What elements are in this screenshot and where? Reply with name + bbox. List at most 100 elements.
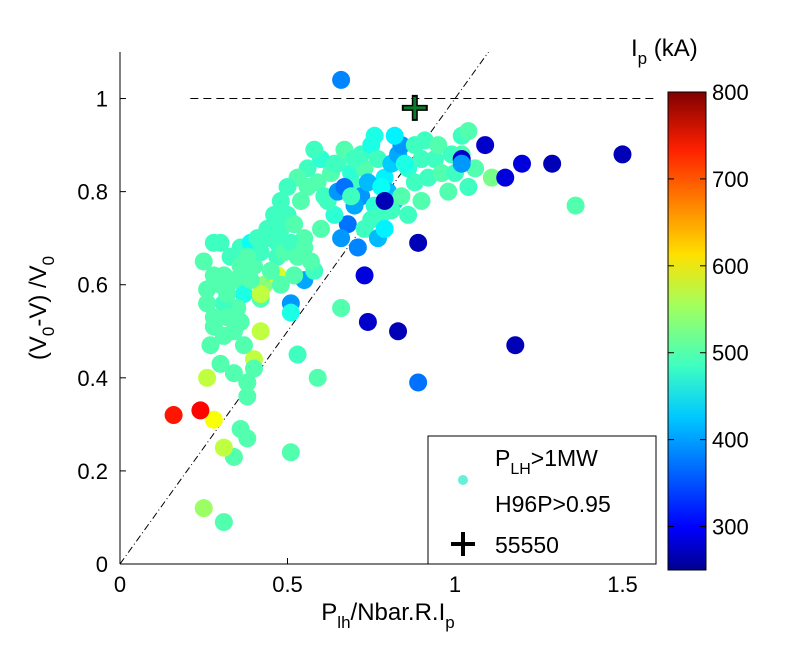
data-point (459, 177, 478, 196)
data-point (513, 154, 531, 173)
highlight-marker-group (401, 94, 428, 121)
data-points (164, 70, 632, 532)
data-point (234, 285, 253, 304)
data-point (409, 233, 428, 252)
colorbar-tick-label: 400 (712, 428, 749, 453)
data-point (425, 150, 444, 169)
colorbar-tick-label: 500 (712, 341, 749, 366)
data-point (399, 205, 418, 224)
data-point (194, 499, 213, 518)
data-point (338, 215, 357, 234)
data-point (409, 373, 428, 392)
data-point (211, 354, 230, 373)
y-tick-label: 0.6 (77, 273, 108, 298)
data-point (265, 205, 284, 224)
data-point (238, 429, 257, 448)
data-point (432, 164, 451, 183)
data-point (291, 191, 310, 210)
data-point (412, 191, 431, 210)
data-point (543, 154, 562, 173)
data-point (385, 126, 404, 145)
data-point (362, 210, 381, 229)
x-tick-label: 1 (449, 572, 461, 597)
data-point (395, 154, 414, 173)
data-point (392, 187, 411, 206)
data-point (301, 252, 320, 271)
colorbar: 300 400 500 600 700 800 Ip (kA) (631, 35, 749, 571)
data-point (389, 322, 408, 341)
legend-marker-circle (458, 475, 468, 485)
data-point (288, 345, 307, 364)
data-point (211, 233, 230, 252)
data-point (271, 191, 290, 210)
data-point (261, 261, 280, 280)
y-tick-label: 1 (96, 87, 108, 112)
x-tick-label: 0.5 (272, 572, 303, 597)
data-point (345, 150, 364, 169)
x-tick-label: 0 (114, 572, 126, 597)
data-point (452, 154, 471, 173)
x-ticks: 0 0.5 1 1.5 (114, 558, 638, 597)
y-tick-label: 0 (96, 552, 108, 577)
data-point (251, 322, 270, 341)
data-point (412, 150, 431, 169)
colorbar-title: Ip (kA) (631, 35, 698, 68)
data-point (312, 219, 330, 238)
data-point (241, 271, 260, 290)
y-tick-label: 0.2 (77, 459, 108, 484)
data-point (358, 312, 377, 331)
data-point (238, 387, 257, 406)
data-point (429, 136, 448, 155)
data-point (251, 285, 270, 304)
legend: PLH>1MW H96P>0.95 55550 (427, 435, 657, 565)
data-point (204, 410, 223, 429)
data-point (365, 126, 384, 145)
data-point (332, 229, 351, 248)
data-point (285, 266, 304, 285)
data-point (482, 168, 501, 187)
data-point (459, 122, 478, 141)
legend-marker-plus (451, 532, 475, 556)
data-point (198, 368, 217, 387)
data-point (238, 373, 257, 392)
colorbar-tick-label: 600 (712, 254, 749, 279)
data-point (305, 140, 324, 159)
y-axis-label: (V0-V) /V0 (25, 256, 58, 360)
data-point (224, 364, 243, 383)
data-point (214, 513, 233, 532)
data-point (204, 266, 223, 285)
legend-entry-1-line1: PLH>1MW (495, 445, 598, 478)
data-point (285, 215, 304, 234)
data-point (613, 145, 632, 164)
data-point (332, 299, 351, 317)
data-point (194, 252, 213, 271)
data-point (281, 303, 300, 322)
colorbar-tick-label: 300 (712, 515, 749, 540)
data-point (231, 257, 250, 276)
special-point-marker-inner (403, 96, 426, 119)
y-ticks: 0 0.2 0.4 0.6 0.8 1 (77, 87, 126, 577)
colorbar-gradient (667, 91, 707, 571)
legend-entry-1-line2: H96P>0.95 (495, 491, 611, 517)
data-point (506, 336, 525, 355)
data-point (295, 238, 314, 257)
data-point (342, 187, 361, 206)
data-point (372, 177, 391, 196)
colorbar-tick-label: 800 (712, 80, 749, 105)
data-point (375, 191, 394, 210)
data-point (198, 294, 217, 313)
data-point (476, 136, 495, 155)
data-point (248, 229, 267, 248)
data-point (325, 205, 344, 224)
data-point (355, 266, 374, 285)
data-point (191, 401, 210, 420)
x-axis-label: Plh/Nbar.R.Ip (321, 599, 454, 632)
data-point (214, 438, 233, 457)
data-point (204, 308, 223, 327)
data-point (375, 219, 394, 238)
data-point (566, 196, 585, 215)
data-point (439, 182, 458, 201)
data-point (201, 336, 220, 355)
data-point (496, 168, 515, 187)
